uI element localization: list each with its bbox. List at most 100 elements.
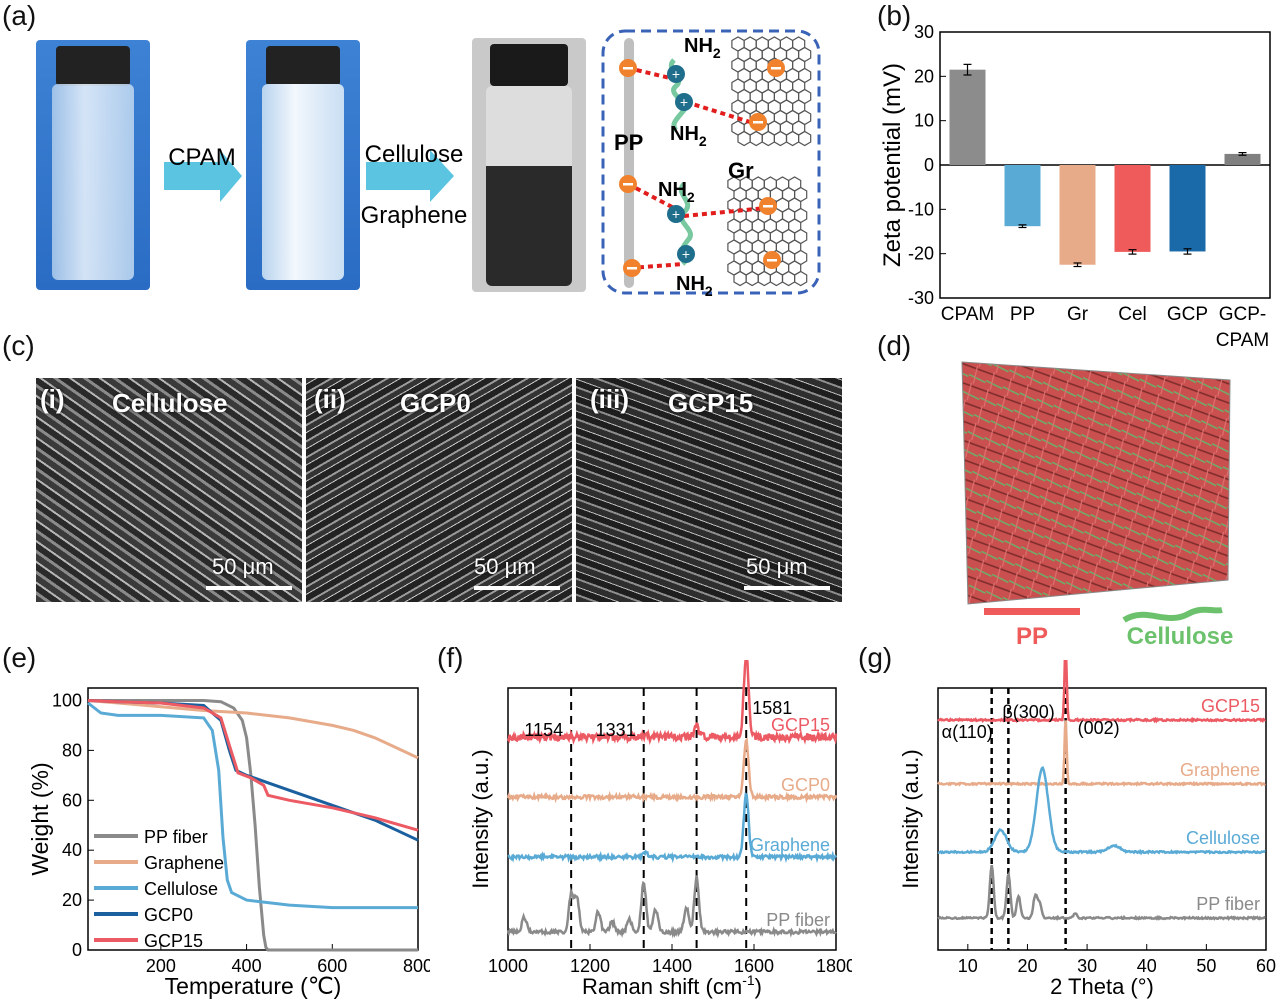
cpam-chains: + + + + bbox=[667, 58, 695, 266]
y-tick-label: 0 bbox=[924, 155, 934, 175]
raman-chart: 1000 1200 1400 1600 1800 GCP15 GCP0 Graphene PP … bbox=[468, 660, 852, 999]
series-line bbox=[88, 699, 418, 952]
scale-bar-label: 50 μm bbox=[474, 554, 536, 579]
spectrum-label: GCP15 bbox=[771, 715, 830, 735]
bar bbox=[1059, 165, 1096, 265]
fiber-network bbox=[961, 361, 1231, 605]
process-arrows: CPAM Cellulose Graphene bbox=[164, 141, 468, 229]
panel-label-g: (g) bbox=[858, 642, 893, 673]
panel-label-d: (d) bbox=[877, 330, 912, 361]
y-tick-label: 10 bbox=[914, 111, 934, 131]
scheme-pp-label: PP bbox=[614, 130, 643, 155]
x-tick-label: 30 bbox=[1077, 956, 1097, 976]
spectrum-line bbox=[507, 792, 838, 864]
x-tick-label: 10 bbox=[958, 956, 978, 976]
y-axis-label: Intensity (a.u.) bbox=[468, 749, 493, 888]
svg-text:+: + bbox=[680, 94, 688, 110]
spectrum-line bbox=[506, 660, 838, 746]
y-axis-label: Intensity (a.u.) bbox=[898, 749, 923, 888]
binding-scheme: PP Gr + + + + NH2 NH2 NH2 NH2 bbox=[601, 29, 821, 298]
peak-annotation: 1581 bbox=[752, 698, 792, 718]
vial-photo-clear bbox=[36, 40, 150, 290]
scheme-gr-label: Gr bbox=[728, 158, 754, 183]
peak-annotation: β(300) bbox=[1002, 702, 1054, 722]
sem-num-ii: (ii) bbox=[314, 384, 346, 414]
xrd-chart: 10 20 30 40 50 60 GCP15 Graphene Cellulose PP fib… bbox=[898, 660, 1276, 999]
y-tick-label: 20 bbox=[62, 890, 82, 910]
legend-pp-swatch bbox=[984, 608, 1080, 615]
nh2-label: NH2 bbox=[684, 35, 721, 61]
x-category-label: Cel bbox=[1118, 304, 1147, 325]
spectrum-label: GCP0 bbox=[781, 775, 830, 795]
series-line bbox=[87, 699, 419, 842]
negative-charges bbox=[619, 59, 785, 277]
legend-cellulose-swatch bbox=[1122, 606, 1223, 623]
legend-label: Graphene bbox=[144, 853, 224, 873]
bar bbox=[1004, 165, 1041, 227]
pattern-line bbox=[937, 765, 1266, 856]
sem-image-gcp15: (iii) GCP15 50 μm bbox=[576, 378, 842, 602]
pattern-line bbox=[937, 720, 1267, 787]
y-tick-label: 0 bbox=[72, 940, 82, 960]
fiber-network-render: PP Cellulose bbox=[961, 361, 1233, 650]
vial-photo-cpam bbox=[246, 40, 360, 290]
arrow1-label: CPAM bbox=[168, 144, 236, 171]
x-category-label: Gr bbox=[1067, 304, 1089, 325]
x-tick-label: 200 bbox=[146, 956, 176, 976]
svg-text:+: + bbox=[672, 206, 680, 222]
x-tick-label: 400 bbox=[232, 956, 262, 976]
pattern-line bbox=[937, 864, 1267, 922]
y-tick-label: -30 bbox=[908, 288, 934, 308]
vial-photo-dispersion bbox=[472, 38, 586, 292]
x-tick-label: 1400 bbox=[652, 956, 692, 976]
panel-label-b: (b) bbox=[877, 0, 912, 31]
plot-frame bbox=[87, 687, 419, 951]
x-axis-label: 2 Theta (°) bbox=[1050, 974, 1154, 999]
panel-label-a: (a) bbox=[2, 0, 37, 31]
pattern-label: Graphene bbox=[1180, 760, 1260, 780]
y-tick-label: 20 bbox=[914, 66, 934, 86]
nh2-label: NH2 bbox=[676, 273, 713, 298]
x-axis-label: Temperature (℃) bbox=[165, 973, 342, 999]
panel-label-f: (f) bbox=[437, 642, 464, 673]
svg-text:+: + bbox=[682, 246, 690, 262]
pattern-label: GCP15 bbox=[1201, 696, 1260, 716]
arrow-cellulose-graphene bbox=[366, 150, 454, 202]
svg-text:+: + bbox=[672, 66, 680, 82]
bar bbox=[1114, 165, 1151, 252]
y-tick-label: 40 bbox=[62, 840, 82, 860]
y-tick-label: -20 bbox=[908, 244, 934, 264]
x-category-label: PP bbox=[1010, 304, 1035, 325]
x-category-label: GCP- bbox=[1219, 304, 1267, 325]
legend-pp-label: PP bbox=[1016, 623, 1048, 650]
x-tick-label: 800 bbox=[403, 956, 430, 976]
link bbox=[683, 206, 767, 218]
x-category-label: CPAM bbox=[1216, 330, 1269, 351]
y-axis-label: Zeta potential (mV) bbox=[879, 63, 906, 267]
tga-chart: 200 400 600 800 0 20 40 60 80 100 PP fiber Graphene… bbox=[27, 687, 430, 999]
sem-title-gcp15: GCP15 bbox=[668, 388, 754, 418]
legend-label: GCP15 bbox=[144, 931, 203, 951]
peak-annotation: 1154 bbox=[524, 720, 563, 740]
y-tick-label: 30 bbox=[914, 22, 934, 42]
x-tick-label: 1800 bbox=[816, 956, 852, 976]
bar bbox=[1169, 165, 1206, 252]
legend-label: GCP0 bbox=[144, 905, 193, 925]
arrow2-label-line2: Graphene bbox=[361, 202, 468, 229]
scale-bar bbox=[474, 586, 560, 590]
x-tick-label: 40 bbox=[1137, 956, 1157, 976]
link bbox=[685, 100, 751, 124]
x-tick-label: 60 bbox=[1256, 956, 1276, 976]
x-tick-label: 50 bbox=[1196, 956, 1216, 976]
peak-annotation: α(110) bbox=[942, 722, 993, 742]
scale-bar-label: 50 μm bbox=[212, 554, 274, 579]
pattern-label: Cellulose bbox=[1186, 828, 1260, 848]
legend-label: Cellulose bbox=[144, 879, 218, 899]
legend-label: PP fiber bbox=[144, 827, 208, 847]
series-line bbox=[87, 699, 419, 760]
zeta-potential-chart: -30 -20 -10 0 10 20 30 CPAM PP Gr Cel GCP GCP- CPAM Ze… bbox=[879, 22, 1271, 351]
series-line bbox=[87, 701, 418, 910]
pp-fiber-rod bbox=[624, 38, 634, 288]
scale-bar bbox=[206, 586, 292, 590]
plot-frame bbox=[937, 687, 1267, 951]
